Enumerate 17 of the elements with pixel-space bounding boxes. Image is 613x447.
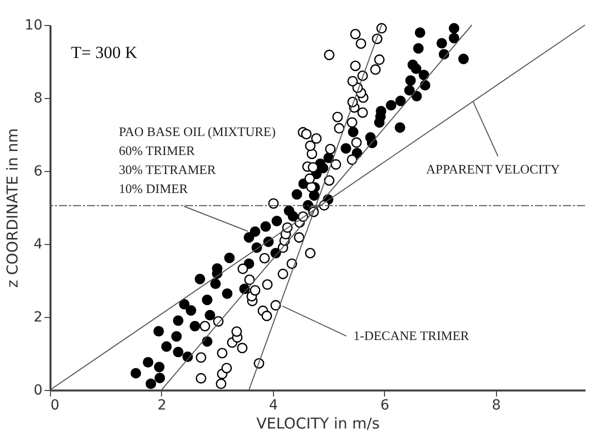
y-tick-label: 6 bbox=[34, 164, 43, 180]
annotation: T= 300 K bbox=[71, 43, 138, 62]
x-tick-label: 6 bbox=[380, 398, 390, 414]
annotation: PAO BASE OIL (MIXTURE) 60% TRIMER 30% TETRAMER 10% DIMER bbox=[118, 124, 276, 196]
x-tick-label: 4 bbox=[268, 398, 278, 414]
x-axis-title: VELOCITY in m/s bbox=[256, 414, 380, 432]
y-tick-label: 0 bbox=[34, 382, 42, 398]
y-tick-label: 8 bbox=[34, 90, 42, 106]
y-tick-label: 4 bbox=[34, 236, 43, 252]
x-tick-label: 0 bbox=[50, 398, 60, 414]
annotation: APPARENT VELOCITY bbox=[426, 161, 560, 176]
y-tick-label: 2 bbox=[34, 310, 42, 326]
y-tick-label: 10 bbox=[24, 18, 42, 34]
annotation: 1-DECANE TRIMER bbox=[353, 328, 470, 344]
y-axis-title: z COORDINATE in nm bbox=[4, 128, 22, 288]
x-tick-label: 2 bbox=[157, 398, 166, 414]
x-tick-label: 8 bbox=[492, 398, 501, 414]
